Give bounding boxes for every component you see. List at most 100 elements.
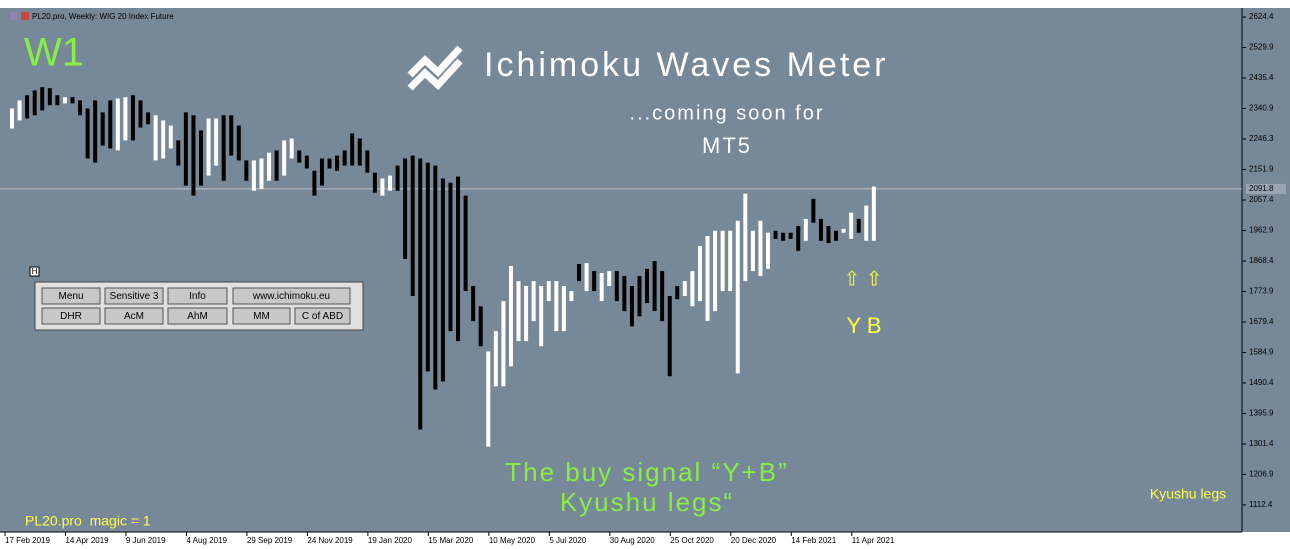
button-label[interactable]: DHR [60, 311, 82, 322]
price-bar [319, 158, 324, 186]
price-bar [826, 225, 831, 244]
signal-arrows: ⇧ ⇧ [843, 268, 882, 290]
indicator-label: Kyushu legs [1150, 486, 1226, 502]
price-bar [788, 232, 793, 239]
price-bar [47, 88, 52, 106]
button-face[interactable] [104, 287, 164, 305]
x-tick-label: 14 Feb 2021 [791, 536, 836, 545]
button-face[interactable] [41, 287, 101, 305]
price-bar [660, 271, 665, 322]
price-bar [834, 230, 839, 241]
panel-toggle[interactable]: H [32, 267, 38, 276]
panel-button[interactable]: AcM [104, 307, 164, 325]
price-bar [456, 176, 461, 342]
x-tick-label: 5 Jul 2020 [549, 536, 586, 545]
price-bar [282, 140, 287, 176]
price-bar [871, 186, 876, 241]
y-tick-label: 2151.9 [1249, 165, 1274, 174]
price-bar [599, 273, 604, 302]
logo-text: Ichimoku Waves Meter [484, 46, 889, 84]
panel-toggle-box[interactable] [29, 266, 40, 277]
price-bar [297, 150, 302, 163]
y-tick-label: 2340.9 [1249, 104, 1274, 113]
price-bar [395, 165, 400, 191]
panel-button[interactable]: www.ichimoku.eu [232, 287, 351, 305]
price-bar [274, 150, 279, 181]
magic-label: PL20.pro magic = 1 [25, 513, 151, 529]
panel-button[interactable]: MM [232, 307, 291, 325]
price-bar [569, 291, 574, 302]
price-bar [418, 158, 423, 430]
price-bar [25, 95, 30, 119]
price-bar [622, 275, 627, 312]
price-bar [546, 281, 551, 302]
price-bar [70, 97, 75, 104]
y-tick-label: 1490.4 [1249, 378, 1274, 387]
price-bar [251, 160, 256, 191]
price-bar [40, 87, 45, 111]
price-bar [100, 112, 105, 146]
button-label[interactable]: Info [189, 291, 206, 302]
x-tick-label: 15 Mar 2020 [428, 536, 473, 545]
button-face[interactable] [41, 307, 101, 325]
button-face[interactable] [232, 307, 291, 325]
button-label[interactable]: www.ichimoku.eu [252, 291, 330, 302]
price-bar [130, 95, 135, 141]
button-face[interactable] [104, 307, 164, 325]
price-bar [584, 263, 589, 292]
price-bar [380, 178, 385, 196]
button-label[interactable]: MM [253, 311, 270, 322]
y-tick-label: 1868.4 [1249, 256, 1274, 265]
panel-button[interactable]: C of ABD [294, 307, 351, 325]
y-tick-label: 1584.9 [1249, 348, 1274, 357]
button-face[interactable] [294, 307, 351, 325]
panel-button[interactable]: AhM [167, 307, 228, 325]
button-label[interactable]: C of ABD [302, 311, 343, 322]
panel-button[interactable]: Info [167, 287, 228, 305]
x-tick-label: 30 Aug 2020 [610, 536, 655, 545]
price-bar [849, 212, 854, 239]
signal-letters: Y B [846, 313, 881, 338]
price-bar [183, 112, 188, 186]
price-bar [486, 351, 491, 447]
message-line: Kyushu legs“ [560, 487, 734, 517]
button-face[interactable] [167, 307, 228, 325]
window-icon [10, 12, 18, 20]
x-tick-label: 24 Nov 2019 [307, 536, 353, 545]
price-bar [138, 100, 143, 128]
price-bar [289, 138, 294, 159]
button-label[interactable]: Menu [58, 291, 83, 302]
button-face[interactable] [232, 287, 351, 305]
price-bar [433, 165, 438, 390]
message-line: The buy signal “Y+B” [505, 457, 789, 487]
price-bar [335, 155, 340, 171]
price-bar [856, 218, 861, 233]
price-bar [440, 178, 445, 382]
price-bar [493, 331, 498, 387]
price-bar [841, 228, 846, 233]
panel-button[interactable]: DHR [41, 307, 101, 325]
button-face[interactable] [167, 287, 228, 305]
price-bar [516, 281, 521, 342]
price-bar [153, 115, 158, 161]
price-bar [667, 295, 672, 377]
y-tick-label: 2529.9 [1249, 43, 1274, 52]
button-label[interactable]: Sensitive 3 [110, 291, 159, 302]
price-bar [425, 162, 430, 372]
logo-icon [407, 45, 463, 91]
current-price-box [1246, 183, 1286, 194]
button-label[interactable]: AhM [187, 311, 208, 322]
price-bar [614, 271, 619, 302]
x-tick-label: 4 Aug 2019 [186, 536, 227, 545]
panel-button[interactable]: Menu [41, 287, 101, 305]
subtitle: ...coming soon for [630, 102, 825, 124]
price-bar [365, 150, 370, 173]
price-bar [682, 281, 687, 296]
panel-button[interactable]: Sensitive 3 [104, 287, 164, 305]
y-tick-label: 1679.4 [1249, 317, 1274, 326]
price-bar [508, 265, 513, 367]
x-tick-label: 29 Sep 2019 [247, 536, 293, 545]
button-label[interactable]: AcM [124, 311, 144, 322]
price-bar [592, 271, 597, 292]
